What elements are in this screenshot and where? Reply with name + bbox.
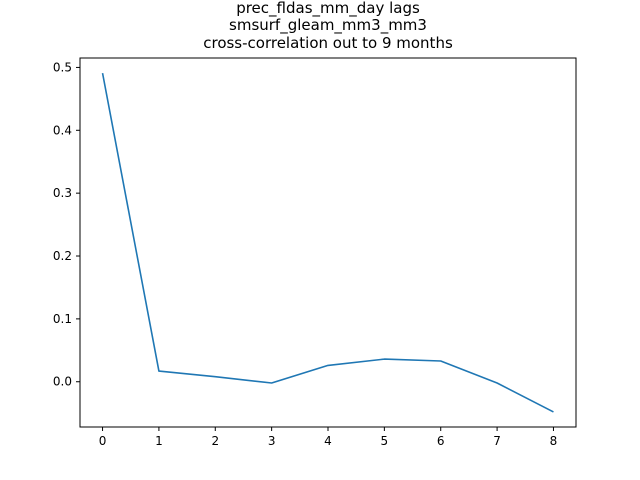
y-tick-label: 0.5 [53, 60, 72, 74]
x-tick-label: 3 [268, 434, 276, 448]
x-tick-label: 5 [381, 434, 389, 448]
series-lines [101, 72, 554, 413]
chart-title-line-2: smsurf_gleam_mm3_mm3 [229, 16, 427, 34]
x-tick-label: 7 [493, 434, 501, 448]
x-tick-label: 0 [99, 434, 107, 448]
chart-title-line-1: prec_fldas_mm_day lags [236, 0, 420, 17]
y-axis: 0.0 0.1 0.2 0.3 0.4 0.5 [53, 60, 80, 389]
y-tick-label: 0.4 [53, 123, 72, 137]
axes-frame [79, 57, 577, 428]
chart-title-line-3: cross-correlation out to 9 months [203, 34, 453, 52]
x-tick-label: 6 [437, 434, 445, 448]
series-line [101, 72, 554, 413]
y-tick-label: 0.2 [53, 249, 72, 263]
y-tick-label: 0.0 [53, 375, 72, 389]
x-tick-label: 8 [550, 434, 558, 448]
x-tick-label: 1 [155, 434, 163, 448]
x-tick-label: 4 [324, 434, 332, 448]
x-axis: 0 1 2 3 4 5 6 7 8 [99, 427, 558, 448]
x-tick-label: 2 [211, 434, 219, 448]
y-tick-label: 0.3 [53, 186, 72, 200]
y-tick-label: 0.1 [53, 312, 72, 326]
